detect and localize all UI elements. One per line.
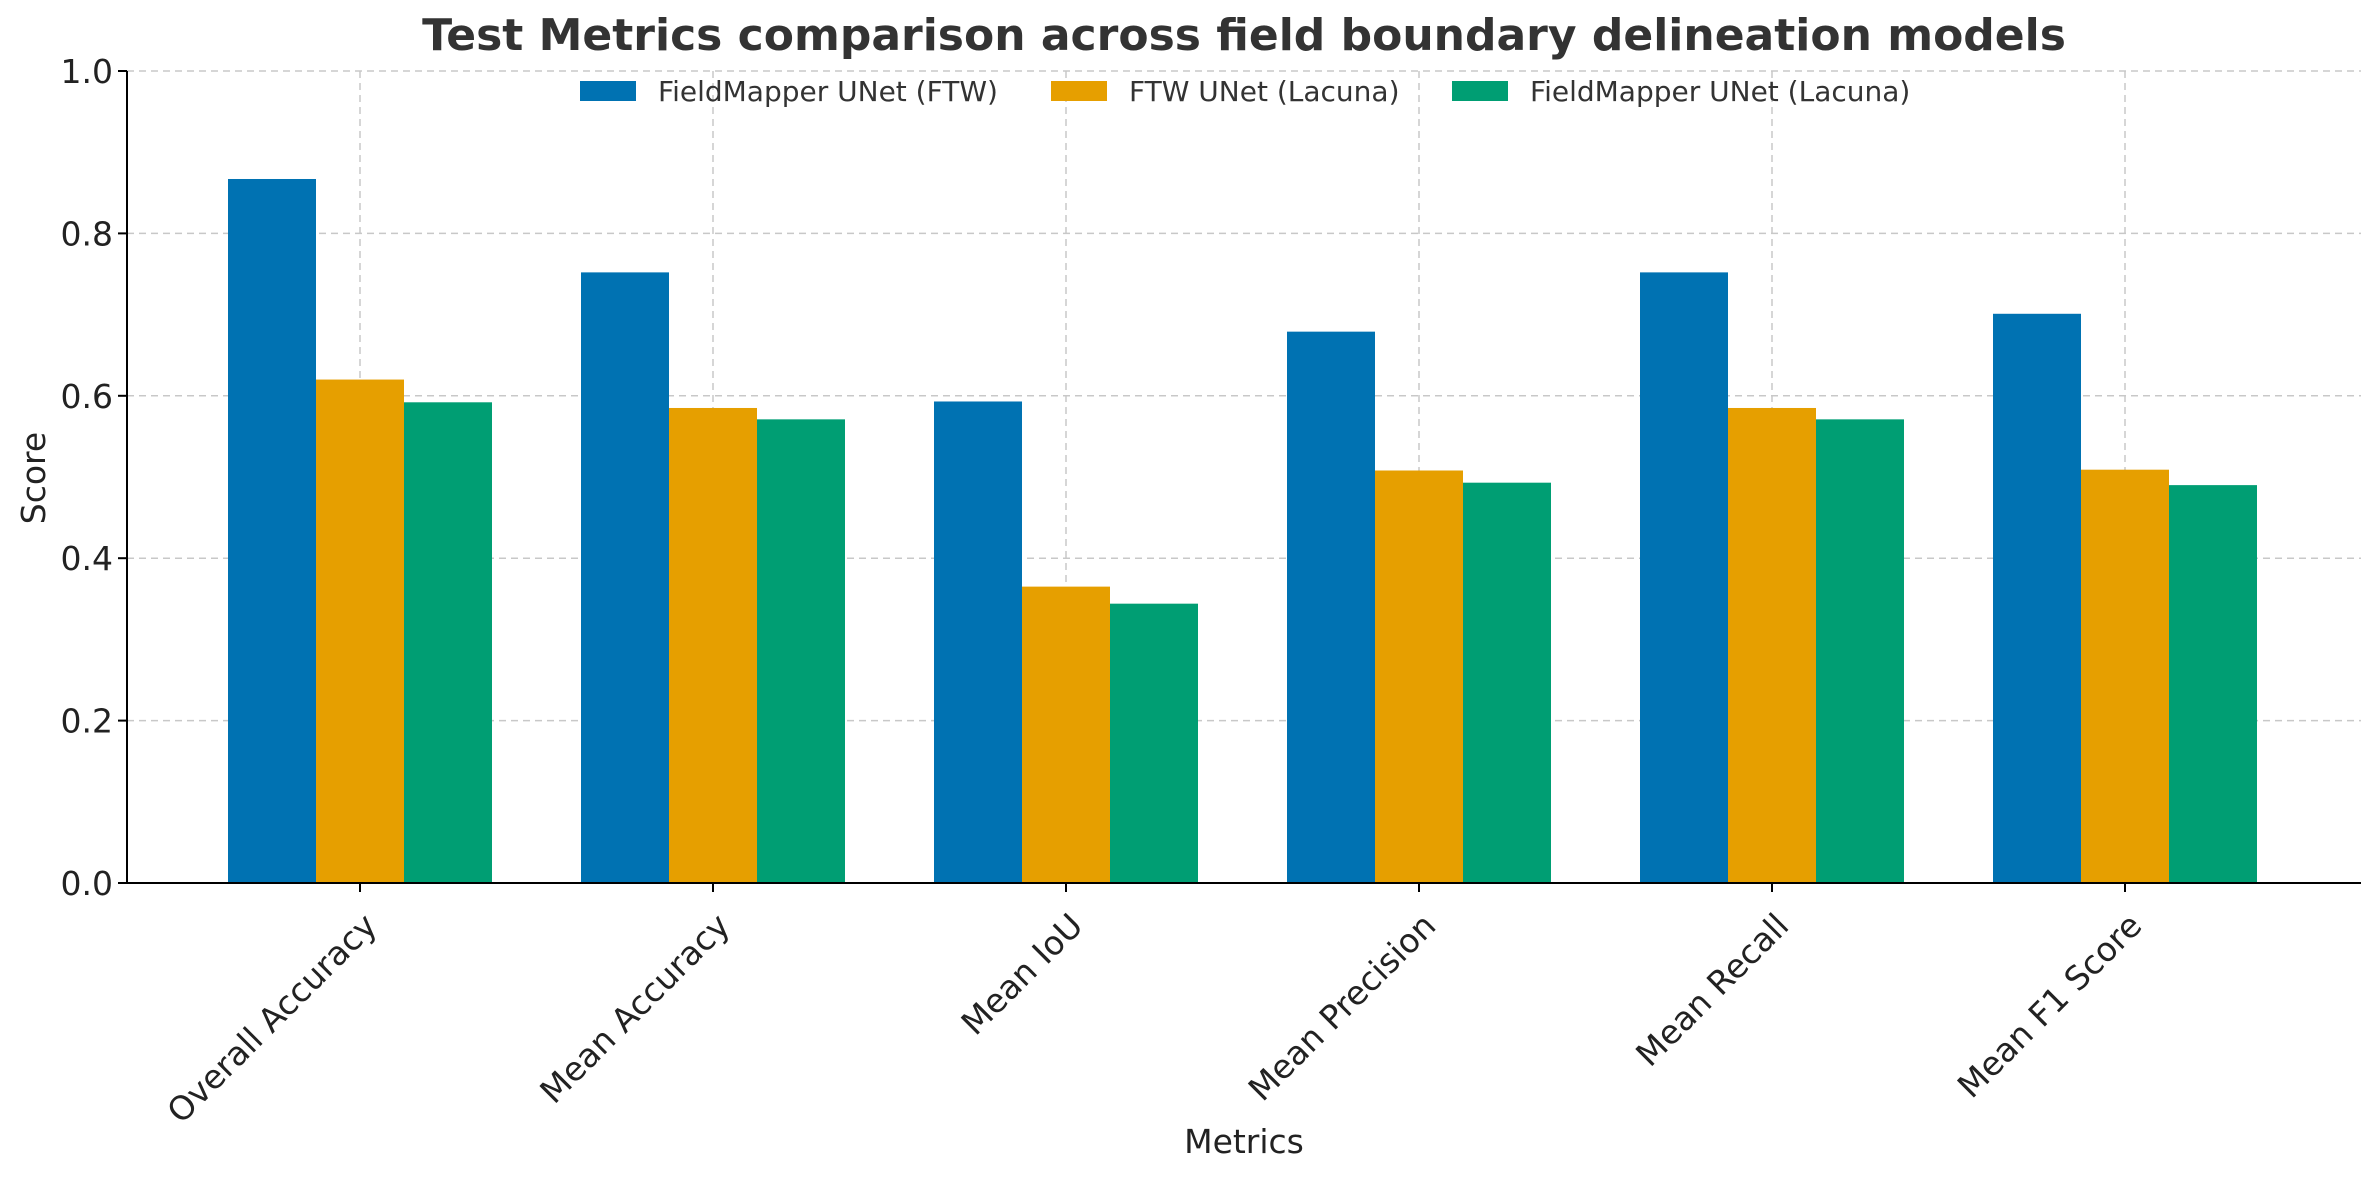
bar [1993,313,2081,884]
x-axis-label: Metrics [1184,1122,1304,1161]
bar [404,402,492,883]
bar [581,272,669,884]
legend-swatch [1051,81,1107,101]
bar [1728,407,1816,883]
legend: FieldMapper UNet (FTW) FTW UNet (Lacuna) F… [580,75,1910,108]
legend-label: FieldMapper UNet (FTW) [658,75,998,108]
bar [2169,485,2257,883]
chart-title: Test Metrics comparison across field bou… [422,10,2066,61]
bar [669,407,757,883]
legend-swatch [580,81,636,101]
bar [1463,482,1551,883]
bar [2081,469,2169,883]
bars [228,178,2257,884]
y-tick-label: 1.0 [61,52,113,91]
legend-label: FieldMapper UNet (Lacuna) [1530,75,1910,108]
y-tick-label: 0.0 [61,864,113,903]
bar [228,178,316,884]
y-axis-label: Score [14,432,53,524]
bar [316,379,404,883]
y-ticks: 0.0 0.2 0.4 0.6 0.8 1.0 [61,52,127,903]
y-tick-label: 0.4 [61,539,113,578]
bar [1640,272,1728,884]
axes [126,71,2361,884]
bar [1110,603,1198,883]
bar [1816,419,1904,883]
y-tick-label: 0.8 [61,214,113,253]
y-tick-label: 0.2 [61,702,113,741]
bar [757,419,845,883]
bar [1375,470,1463,883]
bar [1022,586,1110,883]
legend-swatch [1452,81,1508,101]
bar [1287,331,1375,884]
legend-label: FTW UNet (Lacuna) [1129,75,1400,108]
y-tick-label: 0.6 [61,377,113,416]
bar [934,401,1022,883]
